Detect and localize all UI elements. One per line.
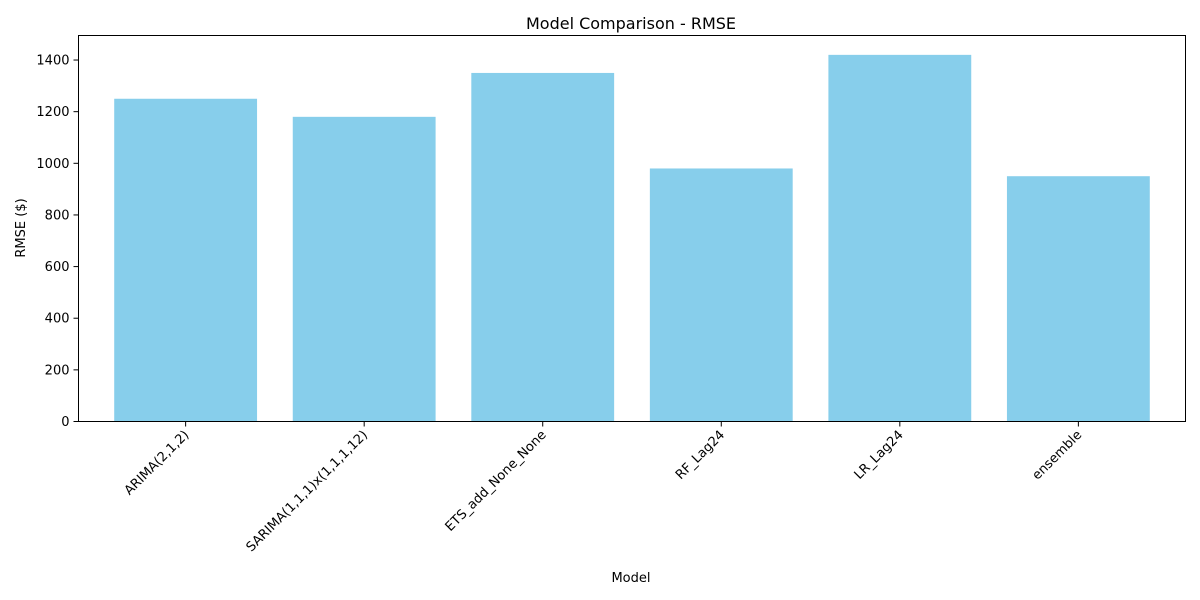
bars-group bbox=[114, 54, 1150, 422]
bar-0 bbox=[114, 98, 258, 422]
y-axis-ticks: 0 200 400 600 800 1000 1200 1400 bbox=[36, 54, 79, 430]
y-tick-label: 1400 bbox=[36, 54, 69, 69]
bar-3 bbox=[649, 168, 793, 422]
y-tick-label: 600 bbox=[45, 260, 70, 275]
bar-1 bbox=[292, 116, 436, 422]
bar-5 bbox=[1006, 176, 1150, 422]
y-tick-label: 200 bbox=[45, 363, 70, 378]
y-axis-label: RMSE ($) bbox=[14, 198, 29, 257]
plot-frame bbox=[78, 35, 1186, 422]
y-tick-label: 1000 bbox=[36, 157, 69, 172]
bar-2 bbox=[471, 72, 615, 422]
y-tick-label: 800 bbox=[45, 208, 70, 223]
y-tick-label: 0 bbox=[61, 415, 69, 430]
x-axis-label: Model bbox=[611, 571, 650, 586]
chart-title: Model Comparison - RMSE bbox=[526, 14, 736, 33]
y-tick-label: 400 bbox=[45, 312, 70, 327]
y-tick-label: 1200 bbox=[36, 105, 69, 120]
bar-4 bbox=[828, 54, 972, 422]
